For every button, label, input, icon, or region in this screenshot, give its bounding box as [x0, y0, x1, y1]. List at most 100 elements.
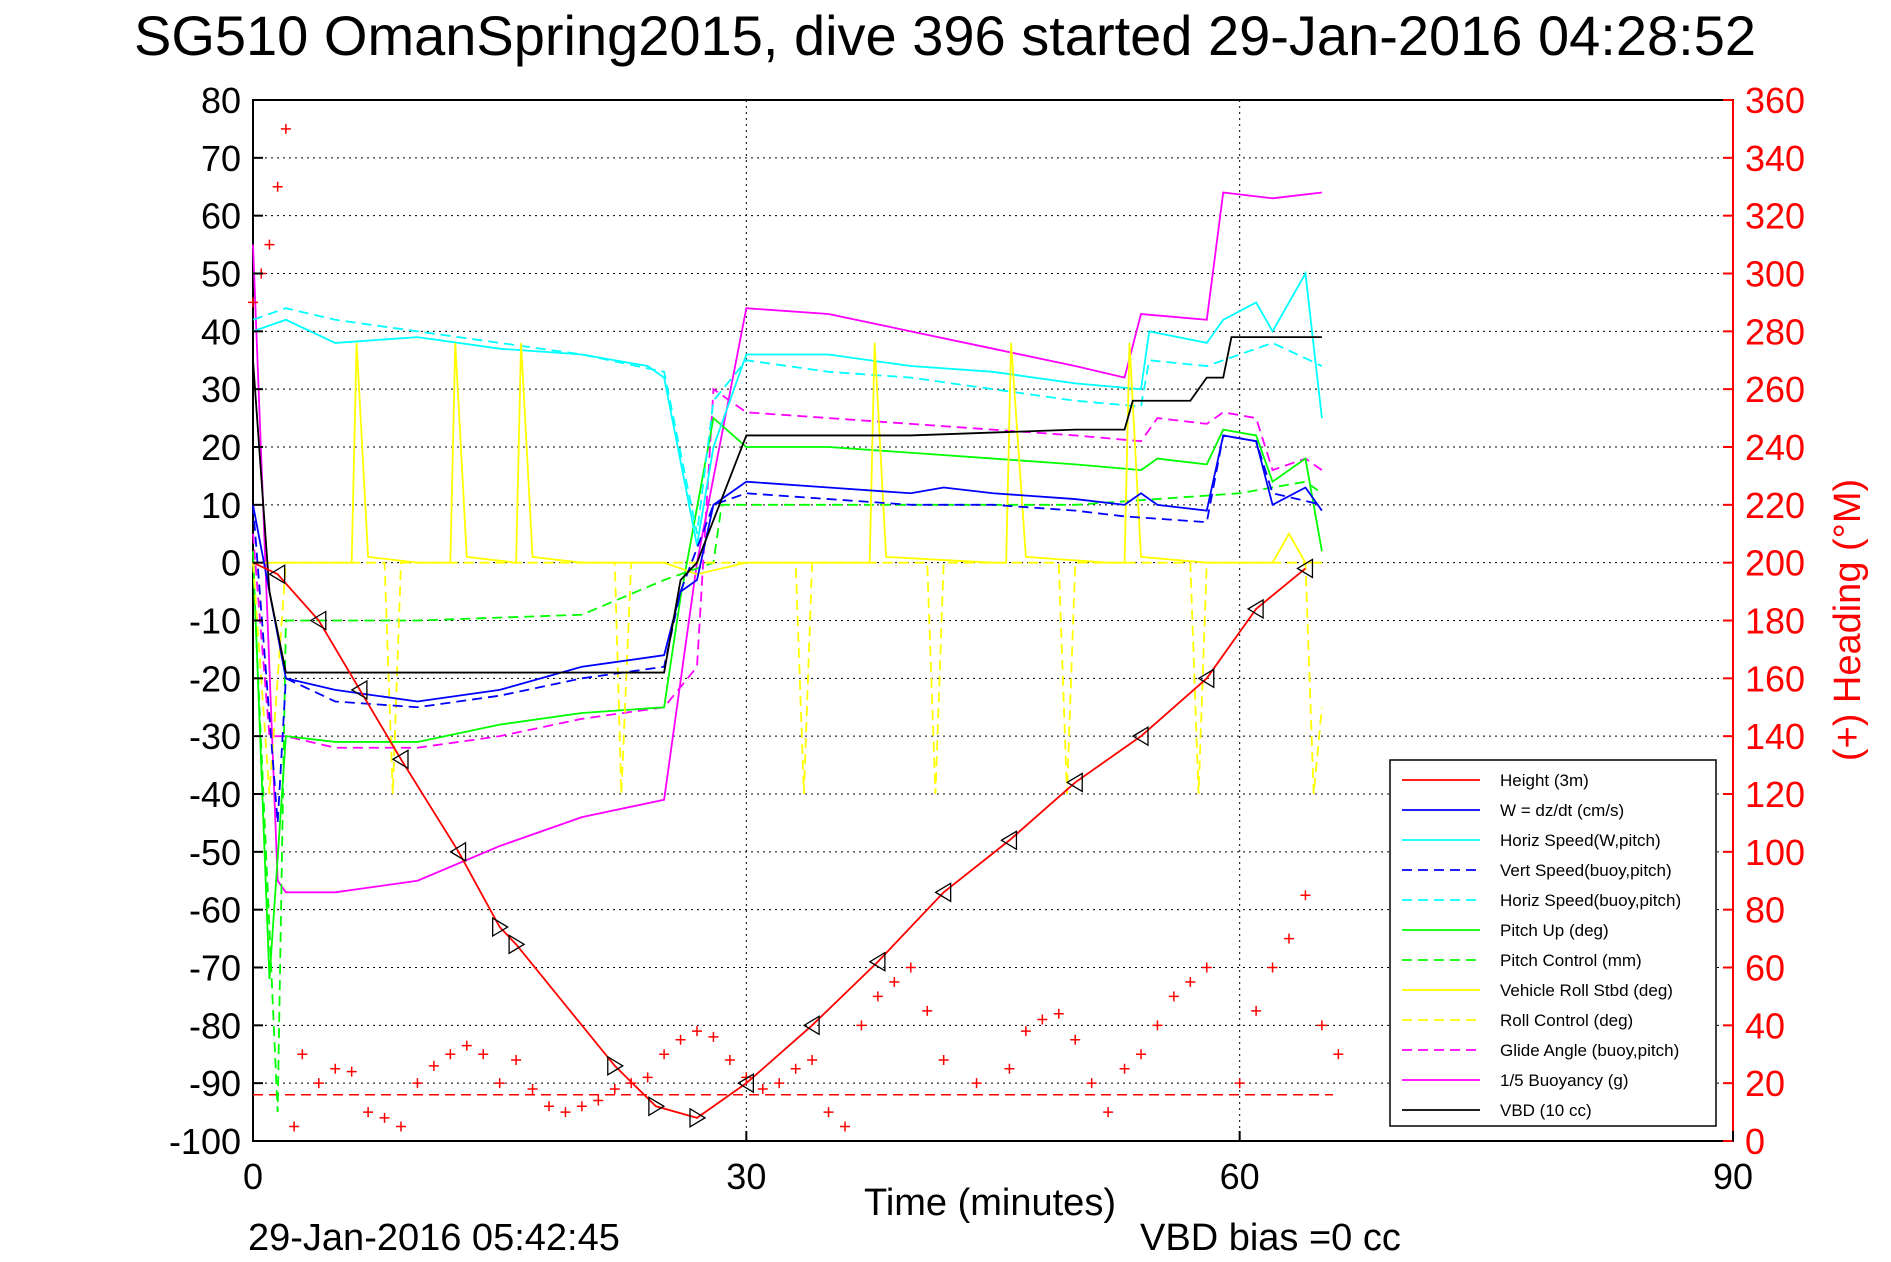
heading-point — [313, 1078, 324, 1089]
height-marker — [350, 679, 368, 701]
heading-point — [346, 1066, 357, 1077]
heading-series — [248, 123, 1344, 1132]
legend-label: Horiz Speed(W,pitch) — [1500, 831, 1661, 850]
legend: Height (3m) W = dz/dt (cm/s) Horiz Speed(W… — [1389, 759, 1717, 1127]
heading-point — [1267, 962, 1278, 973]
height-markers — [268, 558, 1314, 1129]
heading-point — [840, 1121, 850, 1132]
y-tick-label: 40 — [201, 311, 241, 352]
series-line — [253, 342, 1322, 576]
legend-box — [1389, 759, 1717, 1127]
heading-point — [856, 1020, 867, 1031]
height-marker — [268, 564, 286, 585]
heading-point — [675, 1034, 686, 1045]
y-tick-label: 60 — [201, 196, 241, 237]
heading-point — [544, 1101, 554, 1112]
y-tick-label: -60 — [189, 890, 241, 931]
heading-point — [708, 1031, 719, 1042]
height-marker — [648, 1096, 666, 1117]
height-marker — [934, 882, 952, 903]
heading-point — [1284, 933, 1294, 944]
legend-label: Height (3m) — [1500, 771, 1589, 790]
heading-point — [757, 1083, 768, 1094]
heading-point — [1004, 1063, 1015, 1074]
y2-tick-label: 180 — [1745, 601, 1805, 642]
heading-point — [297, 1049, 308, 1060]
heading-point — [330, 1063, 341, 1074]
y-tick-label: -100 — [169, 1121, 241, 1162]
legend-label: Pitch Control (mm) — [1500, 951, 1642, 970]
heading-point — [248, 297, 258, 308]
heading-point — [428, 1060, 439, 1071]
heading-point — [1119, 1063, 1130, 1074]
y2-axis-label: (+) Heading (°M) — [1827, 479, 1869, 761]
heading-point — [692, 1026, 702, 1037]
height-marker — [449, 841, 467, 862]
height-marker — [508, 934, 526, 955]
heading-point — [593, 1095, 604, 1106]
series-line — [252, 434, 1323, 703]
x-tick-label: 30 — [726, 1156, 766, 1197]
y-tick-label: 10 — [201, 485, 241, 526]
heading-point — [478, 1049, 489, 1060]
y2-tick-label: 260 — [1745, 369, 1805, 410]
heading-point — [905, 962, 916, 973]
y2-tick-label: 60 — [1745, 948, 1785, 989]
height-marker — [1197, 668, 1215, 689]
series-line — [252, 270, 1323, 546]
y-tick-label: 30 — [201, 369, 241, 410]
height-marker — [802, 1015, 820, 1036]
y-axis-ticks: 80 70 60 50 40 30 20 10 0 -10 -20 -30 -40 -50 -60 -70 -8… — [169, 80, 263, 1162]
heading-point — [412, 1078, 423, 1089]
y2-tick-label: 320 — [1745, 196, 1805, 237]
chart-title: SG510 OmanSpring2015, dive 396 started 2… — [134, 4, 1756, 67]
y-tick-label: 70 — [201, 138, 241, 179]
y2-tick-label: 240 — [1745, 427, 1805, 468]
heading-point — [1103, 1107, 1114, 1118]
x-tick-label: 0 — [243, 1156, 263, 1197]
heading-point — [363, 1107, 374, 1118]
height-marker — [1131, 726, 1149, 747]
y2-tick-label: 300 — [1745, 254, 1805, 295]
series-line — [252, 307, 1323, 534]
y-tick-label: -10 — [189, 601, 241, 642]
y2-tick-label: 40 — [1745, 1005, 1785, 1046]
series-line — [252, 480, 1323, 1113]
heading-point — [1020, 1026, 1031, 1037]
legend-label: Pitch Up (deg) — [1500, 921, 1609, 940]
series-line — [252, 434, 1323, 823]
heading-point — [774, 1078, 785, 1089]
heading-point — [494, 1078, 505, 1089]
heading-point — [659, 1049, 670, 1060]
heading-point — [807, 1055, 818, 1066]
y-tick-label: 80 — [201, 80, 241, 121]
heading-point — [560, 1107, 571, 1118]
heading-point — [511, 1055, 522, 1066]
heading-point — [264, 239, 275, 250]
heading-point — [922, 1005, 933, 1016]
heading-point — [724, 1055, 735, 1066]
heading-point — [1152, 1020, 1163, 1031]
x-axis-ticks: 0 30 60 90 — [243, 1131, 1753, 1197]
heading-point — [396, 1121, 406, 1132]
height-marker — [868, 951, 886, 972]
heading-point — [576, 1101, 587, 1112]
height-marker — [1246, 598, 1264, 620]
heading-point — [1234, 1078, 1245, 1089]
legend-label: 1/5 Buoyancy (g) — [1500, 1071, 1629, 1090]
height-marker — [1000, 830, 1018, 851]
heading-point — [938, 1055, 949, 1066]
y-tick-label: -80 — [189, 1005, 241, 1046]
y-tick-label: 20 — [201, 427, 241, 468]
series-layer — [252, 191, 1333, 1119]
y-tick-label: 50 — [201, 254, 241, 295]
height-marker — [391, 749, 409, 770]
heading-point — [1201, 962, 1212, 973]
y2-tick-label: 20 — [1745, 1063, 1785, 1104]
height-marker — [1065, 772, 1083, 793]
y-tick-label: -90 — [189, 1063, 241, 1104]
height-marker — [737, 1073, 754, 1094]
y2-tick-label: 120 — [1745, 774, 1805, 815]
y-tick-label: -30 — [189, 716, 241, 757]
heading-point — [1300, 890, 1311, 901]
